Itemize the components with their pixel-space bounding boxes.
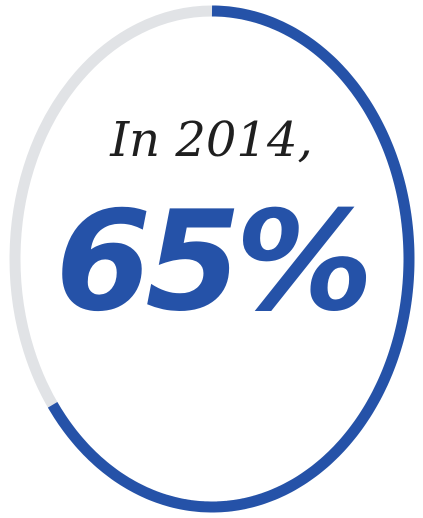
percentage-value: 65% xyxy=(0,182,423,342)
intro-text: In 2014, xyxy=(0,112,423,168)
